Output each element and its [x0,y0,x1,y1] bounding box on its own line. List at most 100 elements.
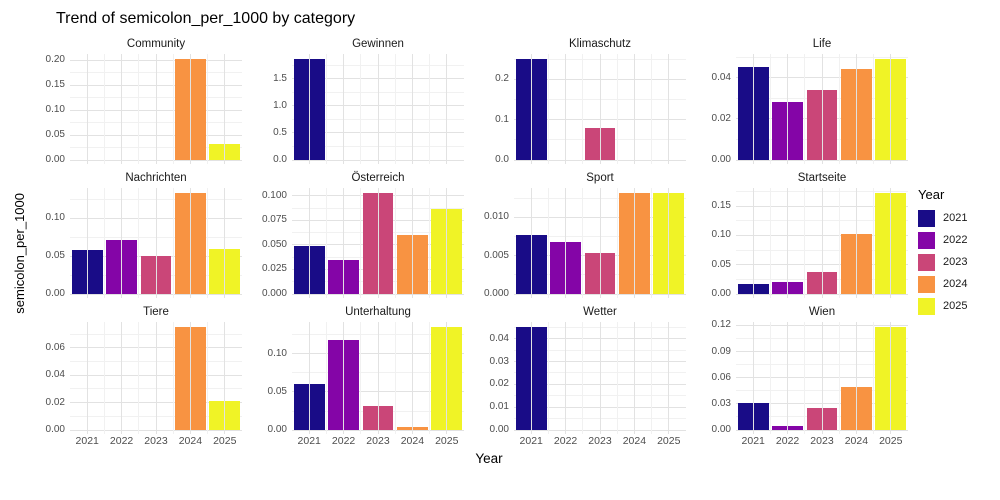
legend-swatch [918,253,935,271]
panel-plot [514,188,686,298]
gridline-major [343,322,345,434]
gridline-major [599,322,601,434]
y-tick-label: 0.06 [45,341,65,353]
y-tick-label: 0.15 [45,79,65,90]
gridline-minor [873,54,875,164]
facet-panel: Gewinnen 0.0 0.5 1.0 1.5 [252,36,464,165]
y-tick-label: 0.05 [267,385,287,397]
y-axis-title: semicolon_per_1000 [11,192,27,314]
chart-title: Trend of semicolon_per_1000 by category [56,10,356,27]
y-axis-ticks: 0.00 0.02 0.04 0.06 [30,322,70,435]
legend-swatch [918,209,935,227]
gridline-minor [325,322,327,434]
y-tick-label: 0.05 [45,250,65,262]
gridline-minor [207,54,209,164]
gridline-minor [394,188,396,298]
gridline-major [189,54,191,164]
x-axis-ticks: 2021 2022 2023 2024 2025 [474,434,686,450]
gridline-minor [582,322,584,434]
gridline-major [565,322,567,434]
panel-plot [70,322,242,434]
facet-title: Tiere [143,306,169,318]
gridline-major [890,322,892,434]
y-tick-label: 0.06 [711,371,731,383]
y-tick-label: 0.100 [261,189,287,201]
legend-label: 2021 [943,212,968,224]
facet-grid: Community 0.00 0.05 0.10 0.15 0.20 Gewinnen 0.0… [30,36,908,450]
gridline-major [668,188,670,298]
gridline-minor [804,54,806,164]
y-tick-label: 0.025 [261,263,287,275]
y-tick-label: 0.005 [483,249,509,261]
y-axis-title-container: semicolon_per_1000 [8,36,30,470]
facet-title: Startseite [797,172,847,184]
gridline-minor [838,54,840,164]
y-tick-label: 0.10 [45,212,65,224]
gridline-minor [547,188,549,298]
gridline-major [855,54,857,164]
y-tick-label: 0.02 [489,378,509,390]
y-tick-label: 0.00 [711,424,731,435]
gridline-major [890,54,892,164]
gridline-minor [360,54,362,164]
y-tick-label: 0.0 [273,154,287,165]
x-tick-label: 2021 [297,435,321,447]
gridline-minor [838,188,840,298]
gridline-major [224,54,226,164]
gridline-major [787,188,789,298]
gridline-major [787,322,789,434]
y-tick-label: 0.02 [711,112,731,124]
gridline-major [565,188,567,298]
gridline-major [411,188,413,298]
y-axis-ticks: 0.00 0.05 0.10 [252,322,292,435]
x-tick-label: 2021 [75,435,99,447]
legend-entries: 2021 2022 2023 2024 2025 [918,209,992,320]
gridline-minor [172,188,174,298]
figure-body: semicolon_per_1000 Community 0.00 0.05 0.10… [8,36,992,470]
gridline-major [86,188,88,298]
gridline-major [821,54,823,164]
facet-panel: Wien 0.00 0.03 0.06 0.09 0.12 2021 2022 2023 2024… [696,304,908,450]
x-tick-label: 2021 [519,435,543,447]
y-tick-label: 0.5 [273,126,287,138]
y-tick-label: 0.00 [45,288,65,299]
gridline-minor [394,54,396,164]
panel-body: 0.000 0.025 0.050 0.075 0.100 [252,188,464,299]
gridline-major [855,322,857,434]
gridline-major [633,188,635,298]
gridline-major [343,188,345,298]
facet-title: Nachrichten [125,172,187,184]
gridline-major [821,188,823,298]
panel-body: 0.00 0.05 0.10 0.15 0.20 [30,54,242,165]
panel-body: 0.00 0.01 0.02 0.03 0.04 [474,322,686,435]
x-tick-label: 2022 [109,435,134,447]
panel-plot [736,322,908,434]
gridline-major [565,54,567,164]
gridline-minor [616,54,618,164]
gridline-major [155,54,157,164]
gridline-minor [582,54,584,164]
gridline-major [121,322,123,434]
y-tick-label: 1.0 [273,99,287,111]
panel-plot [514,322,686,434]
gridline-major [86,322,88,434]
legend-entry: 2023 [918,253,992,271]
gridline-major [890,188,892,298]
y-tick-label: 0.05 [45,129,65,140]
gridline-major [599,54,601,164]
panel-body: 0.00 0.02 0.04 0.06 [30,322,242,435]
gridline-major [530,322,532,434]
panel-body: 0.000 0.005 0.010 [474,188,686,299]
panel-body: 0.00 0.03 0.06 0.09 0.12 [696,319,908,435]
legend-entry: 2022 [918,231,992,249]
y-axis-ticks: 0.00 0.05 0.10 [30,188,70,299]
gridline-major [121,54,123,164]
y-tick-label: 0.00 [489,424,509,435]
facet-panel: Startseite 0.00 0.05 0.10 0.15 [696,170,908,299]
gridline-minor [873,322,875,434]
panel-plot [736,188,908,298]
legend-label: 2024 [943,278,968,290]
legend-entry: 2024 [918,275,992,293]
panel-plot [736,54,908,164]
